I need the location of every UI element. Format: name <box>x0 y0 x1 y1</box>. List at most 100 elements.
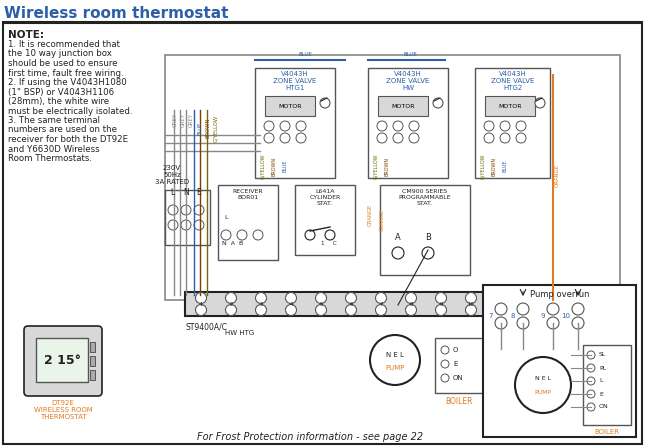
Text: must be electrically isolated.: must be electrically isolated. <box>8 106 132 115</box>
Text: G/YELLOW: G/YELLOW <box>213 114 219 142</box>
Bar <box>218 185 278 260</box>
Text: MOTOR: MOTOR <box>498 104 522 109</box>
Circle shape <box>181 205 191 215</box>
Circle shape <box>393 133 403 143</box>
Circle shape <box>393 121 403 131</box>
Text: C: C <box>333 241 337 246</box>
Text: 1: 1 <box>199 301 203 307</box>
Text: should be used to ensure: should be used to ensure <box>8 59 117 68</box>
Circle shape <box>346 292 357 304</box>
Text: 9: 9 <box>439 301 442 307</box>
Bar <box>90 356 95 366</box>
Circle shape <box>375 292 386 304</box>
Circle shape <box>587 403 595 411</box>
Text: L: L <box>170 188 174 197</box>
Text: ORANGE: ORANGE <box>379 209 384 231</box>
Circle shape <box>325 230 335 240</box>
Circle shape <box>572 303 584 315</box>
Text: BLUE: BLUE <box>283 160 288 172</box>
Text: V4043H
ZONE VALVE
HTG2: V4043H ZONE VALVE HTG2 <box>491 71 534 91</box>
Text: PUMP: PUMP <box>535 389 551 395</box>
Text: L: L <box>599 379 602 384</box>
Circle shape <box>237 230 247 240</box>
Bar <box>368 68 448 178</box>
Text: 1: 1 <box>320 241 324 246</box>
Circle shape <box>195 304 206 316</box>
Circle shape <box>315 292 326 304</box>
Text: N  A  B: N A B <box>222 241 243 246</box>
Bar <box>483 285 636 437</box>
Text: Pump overrun: Pump overrun <box>530 290 590 299</box>
Circle shape <box>226 292 237 304</box>
Text: and Y6630D Wireless: and Y6630D Wireless <box>8 144 99 153</box>
Circle shape <box>587 390 595 398</box>
Text: BLUE: BLUE <box>502 160 508 172</box>
Text: DT92E
WIRELESS ROOM
THERMOSTAT: DT92E WIRELESS ROOM THERMOSTAT <box>34 400 92 420</box>
Text: E: E <box>453 361 457 367</box>
Text: BLUE: BLUE <box>403 52 417 57</box>
Circle shape <box>264 133 274 143</box>
Text: V4043H
ZONE VALVE
HW: V4043H ZONE VALVE HW <box>386 71 430 91</box>
Text: (28mm), the white wire: (28mm), the white wire <box>8 97 109 106</box>
Circle shape <box>392 247 404 259</box>
Text: BROWN: BROWN <box>206 118 210 138</box>
Text: Wireless room thermostat: Wireless room thermostat <box>4 7 228 21</box>
Circle shape <box>572 317 584 329</box>
Text: 8: 8 <box>410 301 413 307</box>
Text: RECEIVER
BOR01: RECEIVER BOR01 <box>233 189 263 200</box>
Circle shape <box>226 304 237 316</box>
Text: N: N <box>183 188 189 197</box>
Circle shape <box>484 133 494 143</box>
Text: 5: 5 <box>319 301 322 307</box>
Text: HW HTG: HW HTG <box>225 330 254 336</box>
Circle shape <box>255 304 266 316</box>
Circle shape <box>547 303 559 315</box>
Circle shape <box>168 205 178 215</box>
Circle shape <box>221 230 231 240</box>
Circle shape <box>286 304 297 316</box>
Text: MOTOR: MOTOR <box>278 104 302 109</box>
Text: For Frost Protection information - see page 22: For Frost Protection information - see p… <box>197 432 423 442</box>
Circle shape <box>441 346 449 354</box>
Bar <box>485 96 535 116</box>
Text: ON: ON <box>599 405 609 409</box>
Bar <box>295 185 355 255</box>
Text: O: O <box>453 347 459 353</box>
Text: BOILER: BOILER <box>445 397 473 406</box>
Circle shape <box>377 133 387 143</box>
Text: B: B <box>425 233 431 242</box>
Text: PL: PL <box>599 366 606 371</box>
Circle shape <box>346 304 357 316</box>
Text: G/YELLOW: G/YELLOW <box>261 153 266 179</box>
Circle shape <box>587 351 595 359</box>
Text: PUMP: PUMP <box>385 365 404 371</box>
Circle shape <box>441 360 449 368</box>
Text: numbers are used on the: numbers are used on the <box>8 126 117 135</box>
Text: L641A
CYLINDER
STAT.: L641A CYLINDER STAT. <box>310 189 341 206</box>
Bar <box>90 342 95 352</box>
Bar <box>255 68 335 178</box>
Circle shape <box>435 292 446 304</box>
Bar <box>475 68 550 178</box>
Circle shape <box>320 98 330 108</box>
Text: V4043H
ZONE VALVE
HTG1: V4043H ZONE VALVE HTG1 <box>273 71 317 91</box>
Text: E: E <box>196 188 201 197</box>
Text: G/YELLOW: G/YELLOW <box>373 153 379 179</box>
Text: BOILER: BOILER <box>595 429 619 435</box>
Circle shape <box>409 121 419 131</box>
Circle shape <box>168 220 178 230</box>
Text: 2 15°: 2 15° <box>43 354 81 367</box>
Circle shape <box>516 133 526 143</box>
Circle shape <box>535 98 545 108</box>
Text: 2: 2 <box>230 301 233 307</box>
Circle shape <box>409 133 419 143</box>
Circle shape <box>517 303 529 315</box>
Bar <box>165 55 620 300</box>
Text: GREY: GREY <box>172 113 177 127</box>
Bar <box>165 190 210 245</box>
Circle shape <box>587 364 595 372</box>
Circle shape <box>296 121 306 131</box>
Text: N E L: N E L <box>386 352 404 358</box>
Circle shape <box>194 205 204 215</box>
Circle shape <box>280 121 290 131</box>
